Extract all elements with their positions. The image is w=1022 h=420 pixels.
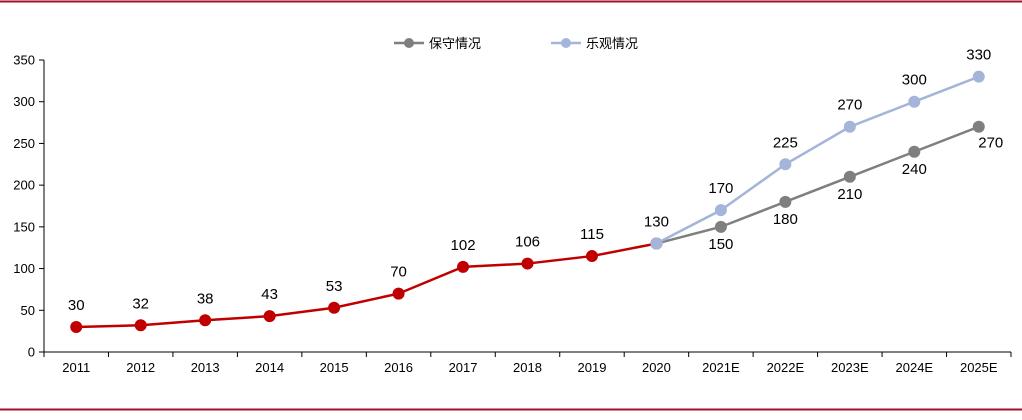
x-tick-label: 2021E [702,360,740,375]
series-data-label-0: 270 [978,135,1003,152]
historical-point [585,250,598,263]
historical-data-label: 43 [261,286,278,303]
x-tick-label: 2022E [767,360,805,375]
historical-point [199,314,212,327]
x-tick-label: 2024E [896,360,934,375]
historical-point [134,319,147,332]
historical-data-label: 115 [580,226,604,243]
series-point-1 [908,95,921,108]
series-data-label-1: 300 [902,72,927,89]
x-tick-label: 2019 [578,360,607,375]
series-data-label-0: 240 [902,161,927,178]
historical-point [521,257,534,270]
y-tick-label: 100 [13,261,35,276]
series-line-1 [655,75,980,245]
historical-point [392,287,405,300]
x-tick-label: 2013 [191,360,220,375]
legend-label-0: 保守情况 [429,36,481,51]
x-tick-label: 2012 [126,360,155,375]
series-data-label-0: 210 [837,186,862,203]
x-tick-label: 2023E [831,360,869,375]
y-tick-label: 0 [28,345,35,360]
series-point-1 [843,120,856,133]
x-tick-label: 2025E [960,360,998,375]
historical-data-label: 30 [68,297,85,314]
y-tick-label: 350 [13,53,35,68]
x-tick-label: 2017 [449,360,478,375]
series-data-label-0: 150 [708,236,733,253]
historical-data-label: 130 [644,214,669,231]
legend-label-1: 乐观情况 [586,36,638,51]
historical-data-label: 53 [326,278,343,295]
historical-point [457,260,470,273]
legend-marker-1 [561,38,571,48]
historical-line [76,242,657,329]
series-data-label-0: 180 [773,211,798,228]
legend-marker-0 [404,38,414,48]
x-tick-label: 2015 [320,360,349,375]
x-tick-label: 2020 [642,360,671,375]
y-tick-label: 150 [13,219,35,234]
historical-data-label: 70 [390,264,407,281]
x-tick-label: 2016 [384,360,413,375]
series-point-0 [843,170,856,183]
historical-data-label: 32 [132,295,149,312]
series-point-0 [908,145,921,158]
x-tick-label: 2018 [513,360,542,375]
series-line-0 [656,125,980,245]
historical-point [70,320,83,333]
historical-data-label: 38 [197,290,214,307]
series-data-label-1: 270 [837,97,862,114]
series-point-1 [972,70,985,83]
series-data-label-1: 225 [773,134,798,151]
historical-data-label: 106 [515,234,540,251]
series-point-1 [650,237,663,250]
series-data-label-1: 170 [708,180,733,197]
series-point-0 [714,220,727,233]
x-tick-label: 2011 [62,360,90,375]
series-point-1 [714,204,727,217]
y-tick-label: 300 [13,94,35,109]
x-tick-label: 2014 [255,360,284,375]
historical-point [263,310,276,323]
series-data-label-1: 330 [966,47,991,64]
y-tick-label: 250 [13,136,35,151]
historical-point [328,301,341,314]
series-point-0 [779,195,792,208]
series-point-1 [779,158,792,171]
historical-data-label: 102 [451,237,476,254]
y-tick-label: 50 [21,303,35,318]
y-tick-label: 200 [13,178,35,193]
series-point-0 [972,120,985,133]
